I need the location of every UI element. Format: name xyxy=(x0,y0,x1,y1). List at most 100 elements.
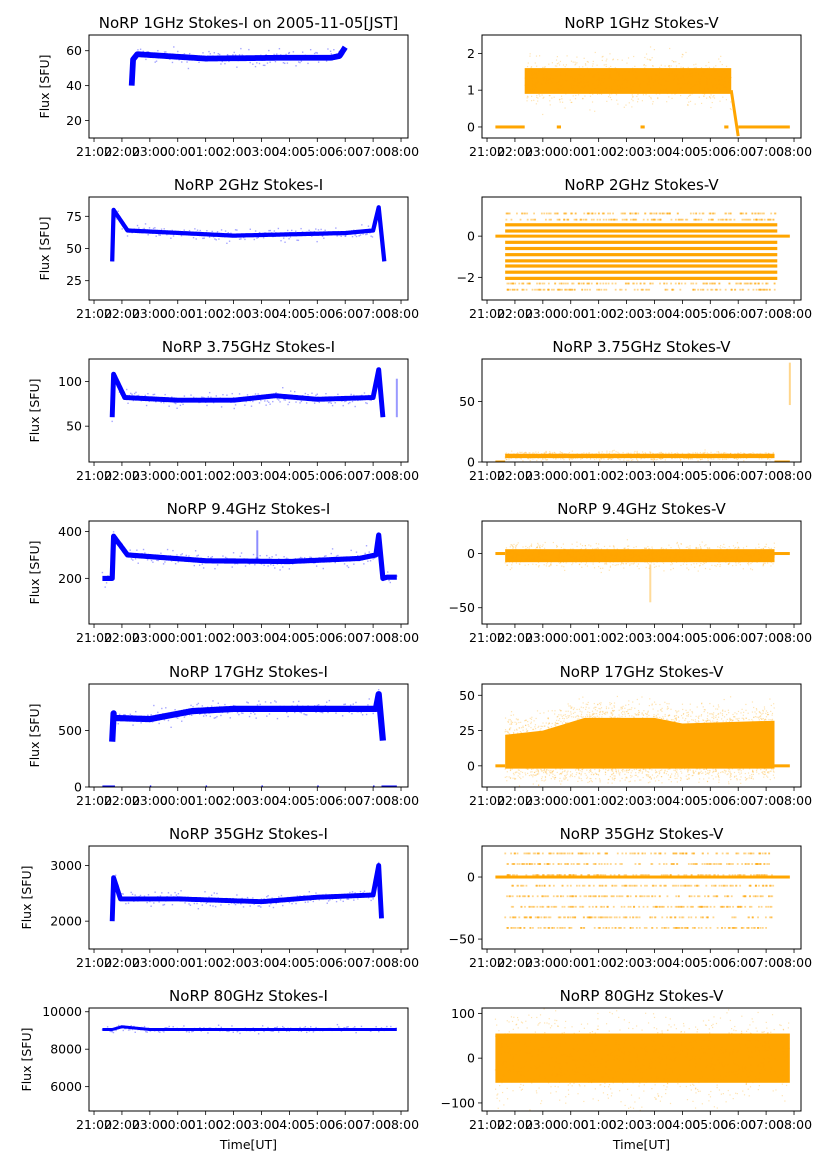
data-point xyxy=(521,451,523,453)
data-point xyxy=(671,97,673,99)
data-point xyxy=(749,557,751,559)
data-point xyxy=(608,77,610,79)
data-point xyxy=(744,554,746,556)
data-point xyxy=(683,458,685,460)
data-point xyxy=(543,79,545,81)
data-point xyxy=(681,549,683,552)
data-point xyxy=(538,455,540,457)
data-point xyxy=(606,452,608,454)
data-point xyxy=(113,207,115,210)
data-point xyxy=(550,558,552,560)
data-point xyxy=(631,106,633,108)
data-point xyxy=(589,92,591,94)
data-point xyxy=(624,779,626,781)
data-point xyxy=(773,212,776,215)
data-point xyxy=(662,548,665,550)
data-point xyxy=(750,282,753,285)
data-point xyxy=(552,288,555,291)
data-point xyxy=(712,68,715,70)
data-point xyxy=(616,553,618,555)
data-point xyxy=(687,452,689,454)
data-point xyxy=(240,552,243,554)
data-point xyxy=(319,58,321,60)
data-point xyxy=(613,560,615,562)
data-point xyxy=(534,218,537,221)
data-point xyxy=(555,455,558,457)
plot-area xyxy=(109,367,398,423)
data-point xyxy=(278,47,281,50)
data-point xyxy=(590,777,592,780)
data-point xyxy=(725,551,728,553)
data-point xyxy=(721,556,723,558)
data-point xyxy=(511,562,514,564)
data-point xyxy=(559,550,561,553)
data-point xyxy=(612,457,614,459)
data-point xyxy=(349,231,351,233)
data-point xyxy=(696,563,698,565)
data-point xyxy=(773,542,775,544)
data-point xyxy=(574,558,577,560)
data-point xyxy=(702,212,705,215)
data-point xyxy=(718,552,720,554)
data-point xyxy=(711,455,714,458)
data-point xyxy=(535,74,537,76)
data-point xyxy=(673,60,675,63)
data-point xyxy=(509,288,512,291)
data-point xyxy=(652,455,655,457)
data-point xyxy=(547,288,549,291)
data-point xyxy=(734,452,736,455)
data-point xyxy=(582,554,584,557)
data-point xyxy=(638,455,640,458)
data-point xyxy=(162,53,164,56)
data-point xyxy=(556,82,558,84)
data-point xyxy=(769,218,772,221)
data-point xyxy=(623,459,625,461)
data-point xyxy=(387,571,389,573)
data-point xyxy=(147,714,149,716)
data-point xyxy=(577,456,579,458)
data-point xyxy=(286,711,288,714)
data-point xyxy=(658,92,660,94)
data-point xyxy=(704,454,706,457)
data-point xyxy=(697,454,699,457)
data-point xyxy=(564,549,566,551)
data-point xyxy=(725,99,728,101)
data-point xyxy=(771,457,773,459)
data-point xyxy=(744,456,747,458)
data-point xyxy=(689,559,691,561)
data-point xyxy=(505,456,507,459)
data-point xyxy=(543,76,545,78)
data-point xyxy=(116,218,118,220)
x-tick-label: 06:00 xyxy=(720,144,756,159)
data-point xyxy=(707,78,709,80)
data-point xyxy=(263,710,265,712)
data-point xyxy=(257,393,259,395)
data-point xyxy=(714,70,716,73)
data-point xyxy=(668,557,671,559)
data-point xyxy=(763,288,766,291)
data-point xyxy=(564,455,567,457)
data-point xyxy=(266,715,268,717)
data-point xyxy=(698,456,700,459)
data-point xyxy=(695,559,697,561)
data-point xyxy=(767,456,769,459)
data-point xyxy=(605,455,607,457)
data-point xyxy=(655,565,657,567)
data-point xyxy=(679,455,681,457)
data-point xyxy=(292,563,294,565)
data-point xyxy=(649,768,651,770)
data-point xyxy=(544,550,546,553)
data-point xyxy=(511,455,513,458)
data-point xyxy=(548,453,551,455)
data-point xyxy=(658,555,661,557)
data-point xyxy=(754,282,757,285)
data-point xyxy=(703,452,705,454)
data-point xyxy=(686,218,689,221)
data-point xyxy=(737,546,739,548)
data-point xyxy=(692,288,695,291)
data-point xyxy=(589,73,591,75)
data-point xyxy=(655,551,657,553)
data-point xyxy=(670,65,672,67)
data-point xyxy=(183,53,186,55)
data-point xyxy=(565,288,568,291)
